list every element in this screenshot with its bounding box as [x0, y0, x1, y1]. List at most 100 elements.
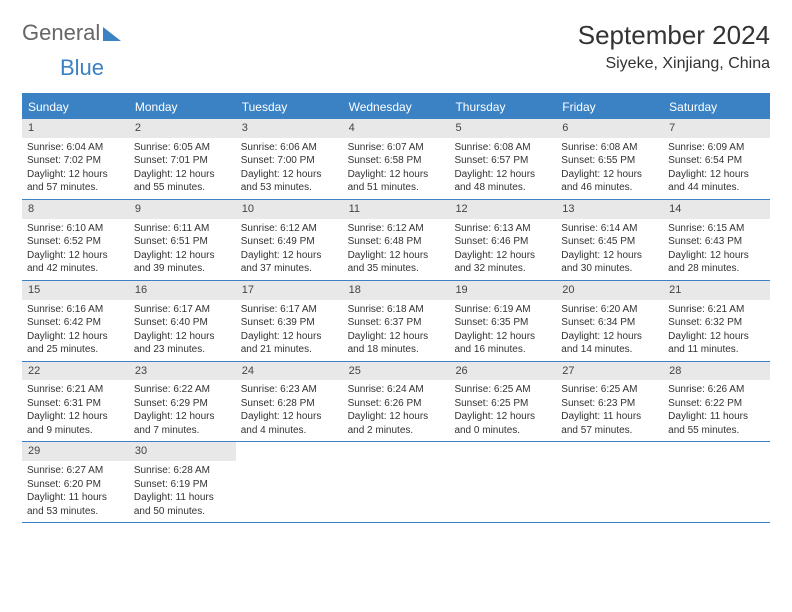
day-number: 17 [236, 281, 343, 300]
sunset-text: Sunset: 6:43 PM [668, 235, 765, 249]
day-number: 22 [22, 362, 129, 381]
daylight-text: Daylight: 12 hours and 23 minutes. [134, 330, 231, 357]
day-cell: 20Sunrise: 6:20 AMSunset: 6:34 PMDayligh… [556, 281, 663, 361]
day-cell: 10Sunrise: 6:12 AMSunset: 6:49 PMDayligh… [236, 200, 343, 280]
sunrise-text: Sunrise: 6:18 AM [348, 303, 445, 317]
day-body: Sunrise: 6:04 AMSunset: 7:02 PMDaylight:… [22, 138, 129, 199]
day-body: Sunrise: 6:18 AMSunset: 6:37 PMDaylight:… [343, 300, 450, 361]
day-body: Sunrise: 6:08 AMSunset: 6:55 PMDaylight:… [556, 138, 663, 199]
day-body: Sunrise: 6:26 AMSunset: 6:22 PMDaylight:… [663, 380, 770, 441]
daylight-text: Daylight: 11 hours and 55 minutes. [668, 410, 765, 437]
logo: General [22, 20, 121, 46]
sunrise-text: Sunrise: 6:25 AM [561, 383, 658, 397]
day-body: Sunrise: 6:24 AMSunset: 6:26 PMDaylight:… [343, 380, 450, 441]
day-body: Sunrise: 6:25 AMSunset: 6:25 PMDaylight:… [449, 380, 556, 441]
day-body: Sunrise: 6:16 AMSunset: 6:42 PMDaylight:… [22, 300, 129, 361]
day-number: 12 [449, 200, 556, 219]
day-number: 5 [449, 119, 556, 138]
day-body: Sunrise: 6:19 AMSunset: 6:35 PMDaylight:… [449, 300, 556, 361]
day-number: 29 [22, 442, 129, 461]
sunrise-text: Sunrise: 6:17 AM [134, 303, 231, 317]
day-number: 2 [129, 119, 236, 138]
calendar-week-row: 1Sunrise: 6:04 AMSunset: 7:02 PMDaylight… [22, 119, 770, 200]
month-title: September 2024 [578, 20, 770, 51]
sunset-text: Sunset: 6:31 PM [27, 397, 124, 411]
day-cell: 9Sunrise: 6:11 AMSunset: 6:51 PMDaylight… [129, 200, 236, 280]
sunrise-text: Sunrise: 6:14 AM [561, 222, 658, 236]
daylight-text: Daylight: 12 hours and 55 minutes. [134, 168, 231, 195]
daylight-text: Daylight: 12 hours and 48 minutes. [454, 168, 551, 195]
day-body: Sunrise: 6:28 AMSunset: 6:19 PMDaylight:… [129, 461, 236, 522]
sunrise-text: Sunrise: 6:22 AM [134, 383, 231, 397]
daylight-text: Daylight: 12 hours and 9 minutes. [27, 410, 124, 437]
sunrise-text: Sunrise: 6:08 AM [454, 141, 551, 155]
sunrise-text: Sunrise: 6:26 AM [668, 383, 765, 397]
daylight-text: Daylight: 12 hours and 18 minutes. [348, 330, 445, 357]
day-number: 26 [449, 362, 556, 381]
day-number: 11 [343, 200, 450, 219]
day-cell: 7Sunrise: 6:09 AMSunset: 6:54 PMDaylight… [663, 119, 770, 199]
calendar-weeks: 1Sunrise: 6:04 AMSunset: 7:02 PMDaylight… [22, 119, 770, 523]
sunrise-text: Sunrise: 6:06 AM [241, 141, 338, 155]
day-cell: 6Sunrise: 6:08 AMSunset: 6:55 PMDaylight… [556, 119, 663, 199]
day-cell: 23Sunrise: 6:22 AMSunset: 6:29 PMDayligh… [129, 362, 236, 442]
day-header: Sunday [22, 95, 129, 119]
day-cell: 1Sunrise: 6:04 AMSunset: 7:02 PMDaylight… [22, 119, 129, 199]
day-cell: 24Sunrise: 6:23 AMSunset: 6:28 PMDayligh… [236, 362, 343, 442]
day-body: Sunrise: 6:10 AMSunset: 6:52 PMDaylight:… [22, 219, 129, 280]
logo-triangle-icon [103, 27, 121, 41]
day-cell: 16Sunrise: 6:17 AMSunset: 6:40 PMDayligh… [129, 281, 236, 361]
sunset-text: Sunset: 6:54 PM [668, 154, 765, 168]
day-cell: 2Sunrise: 6:05 AMSunset: 7:01 PMDaylight… [129, 119, 236, 199]
day-number: 15 [22, 281, 129, 300]
sunrise-text: Sunrise: 6:16 AM [27, 303, 124, 317]
day-number: 20 [556, 281, 663, 300]
day-number: 24 [236, 362, 343, 381]
day-body: Sunrise: 6:12 AMSunset: 6:48 PMDaylight:… [343, 219, 450, 280]
day-body: Sunrise: 6:21 AMSunset: 6:31 PMDaylight:… [22, 380, 129, 441]
day-number: 9 [129, 200, 236, 219]
daylight-text: Daylight: 12 hours and 42 minutes. [27, 249, 124, 276]
day-header: Wednesday [343, 95, 450, 119]
day-body: Sunrise: 6:14 AMSunset: 6:45 PMDaylight:… [556, 219, 663, 280]
daylight-text: Daylight: 11 hours and 53 minutes. [27, 491, 124, 518]
day-body: Sunrise: 6:17 AMSunset: 6:40 PMDaylight:… [129, 300, 236, 361]
day-cell [236, 442, 343, 522]
day-cell: 12Sunrise: 6:13 AMSunset: 6:46 PMDayligh… [449, 200, 556, 280]
day-header: Thursday [449, 95, 556, 119]
day-header: Monday [129, 95, 236, 119]
day-body: Sunrise: 6:17 AMSunset: 6:39 PMDaylight:… [236, 300, 343, 361]
sunset-text: Sunset: 7:00 PM [241, 154, 338, 168]
sunrise-text: Sunrise: 6:23 AM [241, 383, 338, 397]
day-number: 23 [129, 362, 236, 381]
day-cell: 18Sunrise: 6:18 AMSunset: 6:37 PMDayligh… [343, 281, 450, 361]
sunset-text: Sunset: 6:39 PM [241, 316, 338, 330]
daylight-text: Daylight: 12 hours and 2 minutes. [348, 410, 445, 437]
sunset-text: Sunset: 6:55 PM [561, 154, 658, 168]
calendar-week-row: 29Sunrise: 6:27 AMSunset: 6:20 PMDayligh… [22, 442, 770, 523]
day-number: 14 [663, 200, 770, 219]
day-cell: 25Sunrise: 6:24 AMSunset: 6:26 PMDayligh… [343, 362, 450, 442]
day-number: 28 [663, 362, 770, 381]
day-body: Sunrise: 6:13 AMSunset: 6:46 PMDaylight:… [449, 219, 556, 280]
sunrise-text: Sunrise: 6:20 AM [561, 303, 658, 317]
day-number: 6 [556, 119, 663, 138]
daylight-text: Daylight: 12 hours and 21 minutes. [241, 330, 338, 357]
sunset-text: Sunset: 6:32 PM [668, 316, 765, 330]
sunset-text: Sunset: 6:23 PM [561, 397, 658, 411]
day-header: Saturday [663, 95, 770, 119]
day-body: Sunrise: 6:20 AMSunset: 6:34 PMDaylight:… [556, 300, 663, 361]
sunset-text: Sunset: 6:51 PM [134, 235, 231, 249]
sunset-text: Sunset: 7:01 PM [134, 154, 231, 168]
day-cell [343, 442, 450, 522]
sunrise-text: Sunrise: 6:19 AM [454, 303, 551, 317]
sunset-text: Sunset: 6:19 PM [134, 478, 231, 492]
day-body: Sunrise: 6:25 AMSunset: 6:23 PMDaylight:… [556, 380, 663, 441]
day-cell: 3Sunrise: 6:06 AMSunset: 7:00 PMDaylight… [236, 119, 343, 199]
day-cell: 30Sunrise: 6:28 AMSunset: 6:19 PMDayligh… [129, 442, 236, 522]
sunrise-text: Sunrise: 6:21 AM [27, 383, 124, 397]
sunrise-text: Sunrise: 6:07 AM [348, 141, 445, 155]
day-cell: 17Sunrise: 6:17 AMSunset: 6:39 PMDayligh… [236, 281, 343, 361]
daylight-text: Daylight: 12 hours and 14 minutes. [561, 330, 658, 357]
day-number: 16 [129, 281, 236, 300]
